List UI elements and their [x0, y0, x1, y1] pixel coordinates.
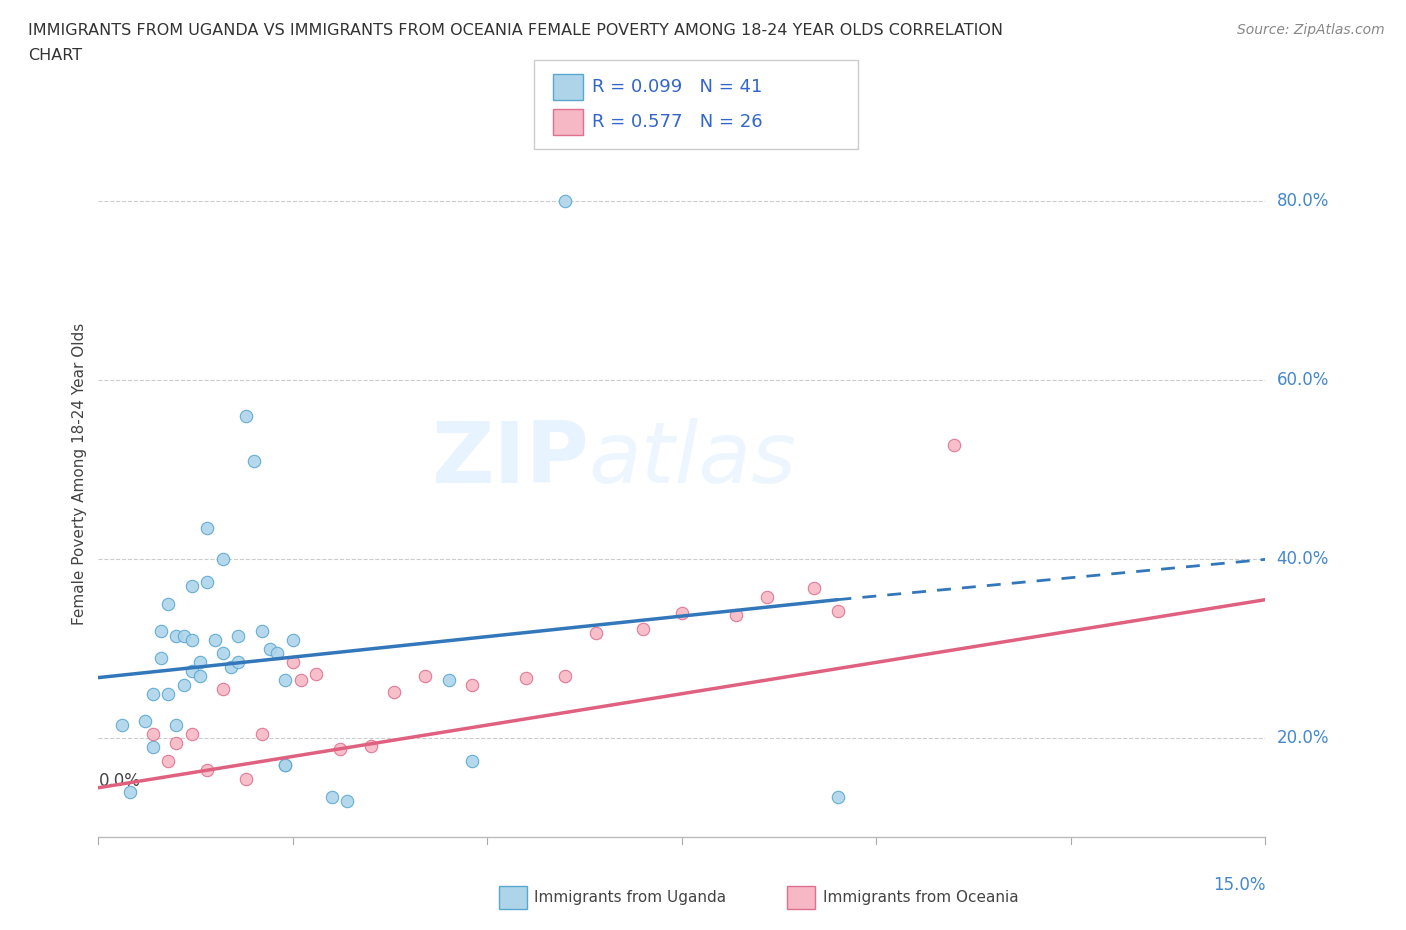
Point — [212, 682, 235, 697]
Point — [149, 624, 172, 639]
Point — [118, 785, 141, 800]
Text: ZIP: ZIP — [430, 418, 589, 501]
Point — [943, 437, 966, 452]
Text: IMMIGRANTS FROM UGANDA VS IMMIGRANTS FROM OCEANIA FEMALE POVERTY AMONG 18-24 YEA: IMMIGRANTS FROM UGANDA VS IMMIGRANTS FRO… — [28, 23, 1002, 38]
Point — [827, 790, 849, 804]
Y-axis label: Female Poverty Among 18-24 Year Olds: Female Poverty Among 18-24 Year Olds — [72, 324, 87, 626]
Text: R = 0.577   N = 26: R = 0.577 N = 26 — [592, 113, 762, 131]
Point — [157, 686, 180, 701]
Text: 80.0%: 80.0% — [1277, 193, 1329, 210]
Point — [188, 655, 211, 670]
Text: 40.0%: 40.0% — [1277, 551, 1329, 568]
Point — [219, 659, 242, 674]
Point — [281, 632, 304, 647]
Point — [827, 604, 849, 618]
Point — [305, 667, 328, 682]
Point — [360, 738, 382, 753]
Point — [321, 790, 343, 804]
Point — [180, 632, 202, 647]
Point — [281, 655, 304, 670]
Point — [142, 686, 165, 701]
Point — [157, 597, 180, 612]
Point — [173, 628, 195, 643]
Text: CHART: CHART — [28, 48, 82, 63]
Point — [274, 758, 297, 773]
Point — [671, 605, 693, 620]
Point — [195, 763, 218, 777]
Point — [134, 713, 156, 728]
Point — [228, 655, 250, 670]
Point — [173, 677, 195, 692]
Text: Immigrants from Oceania: Immigrants from Oceania — [823, 890, 1018, 905]
Point — [266, 646, 288, 661]
Text: atlas: atlas — [589, 418, 797, 501]
Point — [228, 628, 250, 643]
Point — [515, 671, 537, 685]
Point — [725, 607, 748, 622]
Point — [437, 672, 460, 687]
Point — [111, 718, 134, 733]
Text: Immigrants from Uganda: Immigrants from Uganda — [534, 890, 727, 905]
Point — [180, 578, 202, 593]
Text: R = 0.099   N = 41: R = 0.099 N = 41 — [592, 78, 762, 97]
Point — [554, 669, 576, 684]
Point — [157, 753, 180, 768]
Point — [212, 646, 235, 661]
Point — [250, 726, 273, 741]
Point — [803, 580, 825, 595]
Text: 0.0%: 0.0% — [98, 772, 141, 790]
Point — [204, 632, 226, 647]
Point — [631, 622, 654, 637]
Point — [195, 521, 218, 536]
Point — [756, 590, 779, 604]
Text: Source: ZipAtlas.com: Source: ZipAtlas.com — [1237, 23, 1385, 37]
Point — [212, 551, 235, 566]
Text: 60.0%: 60.0% — [1277, 371, 1329, 390]
Point — [461, 753, 484, 768]
Point — [274, 758, 297, 773]
Point — [274, 672, 297, 687]
Point — [336, 793, 359, 808]
Point — [413, 669, 436, 684]
Point — [165, 628, 187, 643]
Point — [585, 625, 607, 640]
Point — [235, 771, 257, 786]
Point — [149, 650, 172, 665]
Point — [142, 726, 165, 741]
Point — [250, 624, 273, 639]
Text: 15.0%: 15.0% — [1213, 876, 1265, 894]
Point — [165, 736, 187, 751]
Point — [329, 742, 352, 757]
Point — [180, 726, 202, 741]
Point — [554, 193, 576, 208]
Point — [188, 669, 211, 684]
Point — [180, 664, 202, 679]
Point — [290, 672, 312, 687]
Point — [382, 684, 405, 699]
Point — [195, 575, 218, 590]
Point — [235, 408, 257, 423]
Point — [259, 642, 281, 657]
Point — [142, 740, 165, 755]
Text: 20.0%: 20.0% — [1277, 729, 1329, 748]
Point — [461, 677, 484, 692]
Point — [243, 454, 266, 469]
Point — [165, 718, 187, 733]
